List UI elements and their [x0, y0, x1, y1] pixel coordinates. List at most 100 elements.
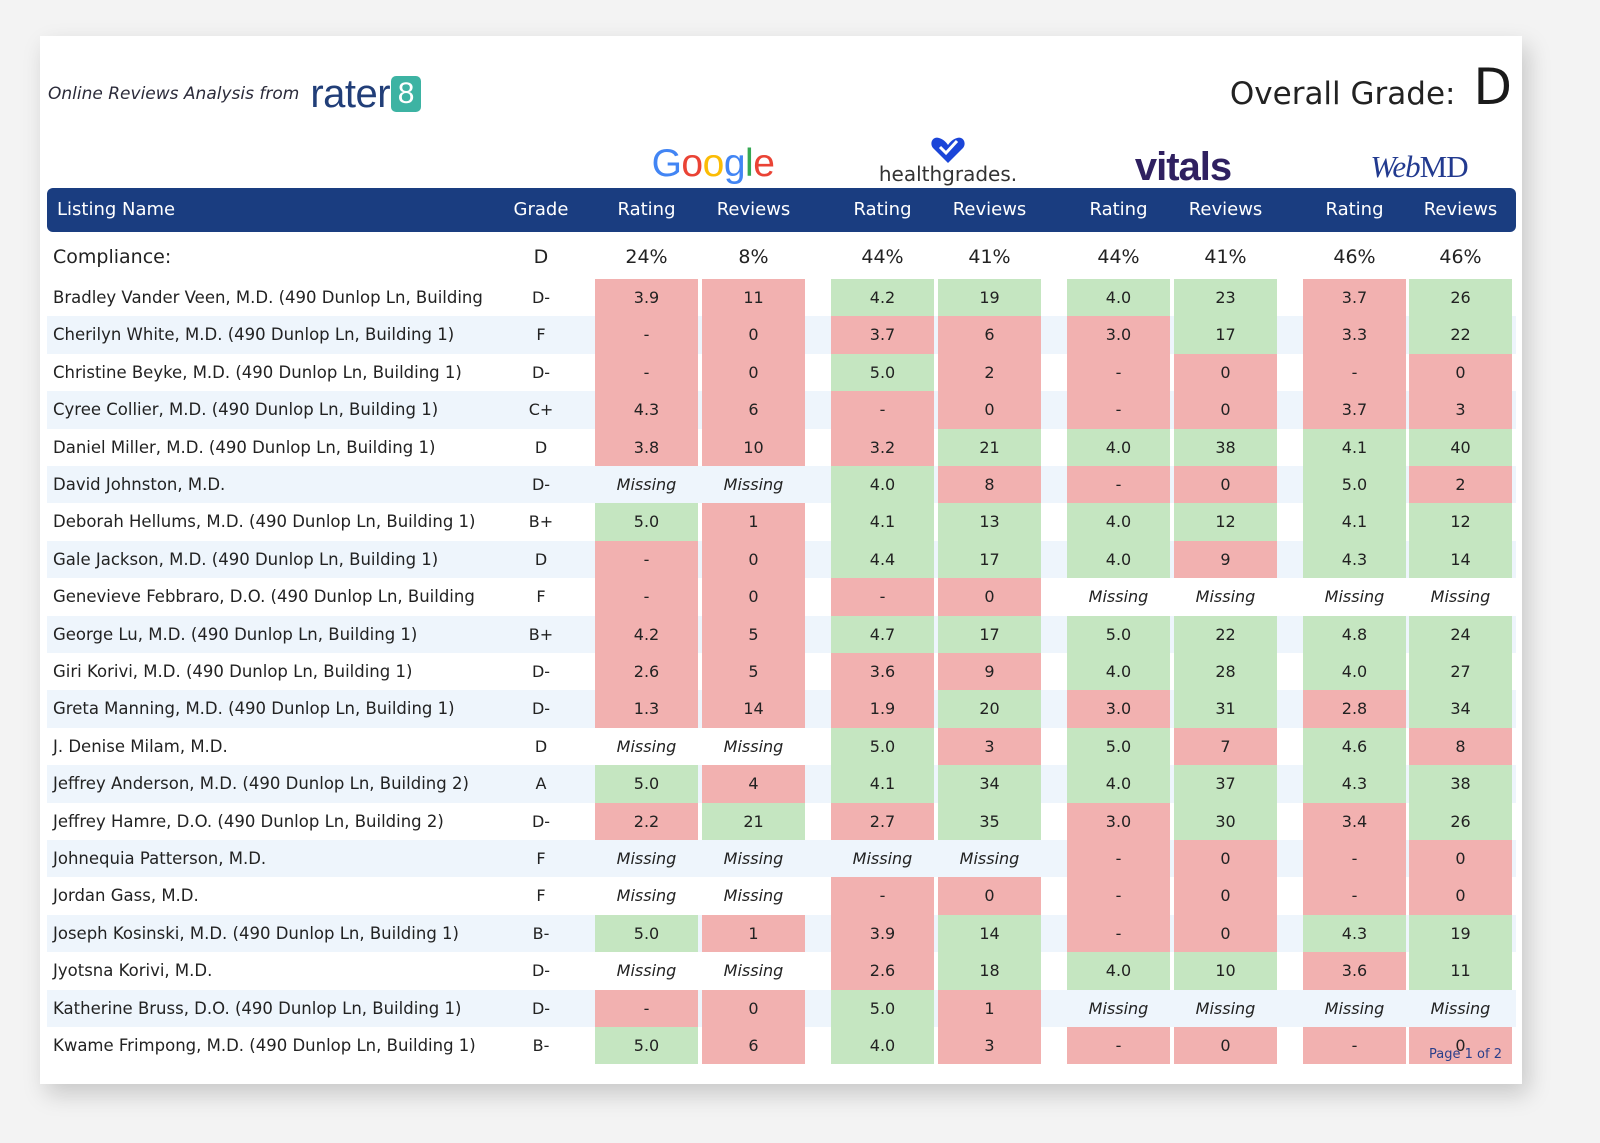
vitals-reviews-cell: 17 — [1174, 316, 1277, 354]
table-row: Johnequia Patterson, M.D. F Missing Missing… — [47, 840, 1516, 878]
listing-name: Kwame Frimpong, M.D. (490 Dunlop Ln, Bui… — [53, 1036, 476, 1055]
vitals-reviews-cell: 12 — [1174, 503, 1277, 541]
vitals-rating-cell: 4.0 — [1067, 503, 1170, 541]
vitals-rating-cell: - — [1067, 914, 1170, 953]
compliance-label: Compliance: — [53, 246, 172, 268]
listing-grade: D- — [531, 811, 551, 831]
table-row: Cyree Collier, M.D. (490 Dunlop Ln, Buil… — [47, 391, 1516, 429]
webmd-reviews-cell: 14 — [1409, 540, 1512, 579]
webmd-rating-cell: - — [1303, 840, 1406, 878]
google-logo-letter: l — [745, 142, 754, 185]
listing-grade: D- — [531, 699, 551, 719]
table-row: Cherilyn White, M.D. (490 Dunlop Ln, Bui… — [47, 316, 1516, 354]
healthgrades-reviews-cell: 3 — [938, 1027, 1041, 1065]
google-reviews-cell: 6 — [702, 1027, 805, 1065]
webmd-reviews-cell: 34 — [1409, 690, 1512, 728]
vitals-reviews-cell: 9 — [1174, 540, 1277, 579]
healthgrades-rating-cell: Missing — [852, 849, 913, 868]
header-healthgrades-rating[interactable]: Rating — [853, 199, 912, 220]
compliance-google-rating: 24% — [625, 246, 668, 268]
listing-name: George Lu, M.D. (490 Dunlop Ln, Building… — [53, 624, 418, 644]
table-row: Jeffrey Hamre, D.O. (490 Dunlop Ln, Buil… — [47, 802, 1516, 840]
compliance-row: Compliance: D 24% 8% 44% 41% 44% 41% 46%… — [47, 233, 1516, 281]
webmd-rating-cell: 4.3 — [1303, 540, 1406, 579]
table-header: Listing Name Grade Rating Reviews Rating… — [47, 188, 1516, 232]
webmd-reviews-cell: 0 — [1409, 353, 1512, 392]
listing-grade: B- — [532, 1036, 550, 1055]
vitals-reviews-cell: 0 — [1174, 877, 1277, 915]
vitals-reviews-cell: Missing — [1195, 998, 1256, 1018]
listing-name: Jyotsna Korivi, M.D. — [53, 961, 213, 981]
healthgrades-rating-cell: 4.2 — [831, 279, 934, 317]
healthgrades-heart-icon — [931, 137, 965, 163]
table-row: Kwame Frimpong, M.D. (490 Dunlop Ln, Bui… — [47, 1027, 1516, 1065]
healthgrades-rating-cell: 2.6 — [831, 952, 934, 990]
webmd-reviews-cell: 19 — [1409, 914, 1512, 953]
header-vitals-rating[interactable]: Rating — [1089, 199, 1148, 220]
vitals-rating-cell: 4.0 — [1067, 279, 1170, 317]
webmd-reviews-cell: 40 — [1409, 428, 1512, 466]
vitals-reviews-cell: 0 — [1174, 840, 1277, 878]
listing-grade: D — [534, 736, 548, 756]
healthgrades-reviews-cell: 9 — [938, 653, 1041, 691]
listing-grade: D — [534, 437, 548, 457]
google-rating-cell: Missing — [616, 475, 677, 494]
vitals-rating-cell: - — [1067, 391, 1170, 429]
webmd-rating-cell: 5.0 — [1303, 466, 1406, 504]
vitals-reviews-cell: 22 — [1174, 615, 1277, 653]
webmd-rating-cell: 4.1 — [1303, 503, 1406, 541]
vitals-rating-cell: 4.0 — [1067, 653, 1170, 691]
listing-grade: B- — [532, 923, 550, 943]
header-vitals-reviews[interactable]: Reviews — [1188, 199, 1263, 220]
webmd-rating-cell: 4.3 — [1303, 914, 1406, 953]
healthgrades-rating-cell: 3.2 — [831, 428, 934, 466]
google-reviews-cell: Missing — [723, 886, 784, 906]
webmd-logo-md: MD — [1419, 149, 1469, 184]
webmd-rating-cell: 4.8 — [1303, 615, 1406, 653]
compliance-vitals-reviews: 41% — [1204, 246, 1247, 268]
header-grade[interactable]: Grade — [513, 199, 569, 220]
header-healthgrades-reviews[interactable]: Reviews — [952, 199, 1027, 220]
vitals-rating-cell: Missing — [1088, 587, 1149, 607]
table-row: J. Denise Milam, M.D. D Missing Missing 5.0 3… — [47, 727, 1516, 766]
compliance-google-reviews: 8% — [738, 246, 769, 268]
healthgrades-rating-cell: - — [831, 877, 934, 915]
listing-grade: D- — [531, 362, 551, 382]
google-logo: Google — [597, 136, 829, 191]
google-logo-letter: G — [651, 142, 682, 185]
google-reviews-cell: 0 — [702, 540, 805, 579]
healthgrades-rating-cell: 4.1 — [831, 765, 934, 803]
vitals-rating-cell: 4.0 — [1067, 765, 1170, 803]
compliance-healthgrades-rating: 44% — [861, 246, 904, 268]
google-rating-cell: - — [595, 316, 698, 354]
google-rating-cell: - — [595, 540, 698, 579]
webmd-rating-cell: 4.0 — [1303, 653, 1406, 691]
google-reviews-cell: 0 — [702, 989, 805, 1027]
webmd-reviews-cell: 2 — [1409, 466, 1512, 504]
vitals-rating-cell: 3.0 — [1067, 690, 1170, 728]
table-row: George Lu, M.D. (490 Dunlop Ln, Building… — [47, 615, 1516, 653]
google-rating-cell: Missing — [616, 886, 677, 906]
header-webmd-rating[interactable]: Rating — [1325, 199, 1384, 220]
vitals-reviews-cell: 0 — [1174, 466, 1277, 504]
google-logo-letter: e — [753, 142, 775, 185]
webmd-rating-cell: - — [1303, 877, 1406, 915]
webmd-rating-cell: 2.8 — [1303, 690, 1406, 728]
header-google-rating[interactable]: Rating — [617, 199, 676, 220]
header-google-reviews[interactable]: Reviews — [716, 199, 791, 220]
webmd-rating-cell: Missing — [1324, 998, 1385, 1018]
listing-grade: B+ — [528, 512, 554, 532]
table-row: Daniel Miller, M.D. (490 Dunlop Ln, Buil… — [47, 428, 1516, 466]
listing-grade: F — [536, 325, 546, 345]
header-listing-name[interactable]: Listing Name — [57, 199, 176, 220]
google-reviews-cell: 14 — [702, 690, 805, 728]
webmd-reviews-cell: Missing — [1430, 587, 1491, 607]
google-rating-cell: 2.6 — [595, 653, 698, 691]
vitals-reviews-cell: 23 — [1174, 279, 1277, 317]
google-rating-cell: 5.0 — [595, 914, 698, 953]
webmd-logo: WebMD — [1303, 136, 1535, 191]
google-reviews-cell: 11 — [702, 279, 805, 317]
webmd-reviews-cell: 3 — [1409, 391, 1512, 429]
table-row: Bradley Vander Veen, M.D. (490 Dunlop Ln… — [47, 279, 1516, 344]
header-webmd-reviews[interactable]: Reviews — [1423, 199, 1498, 220]
